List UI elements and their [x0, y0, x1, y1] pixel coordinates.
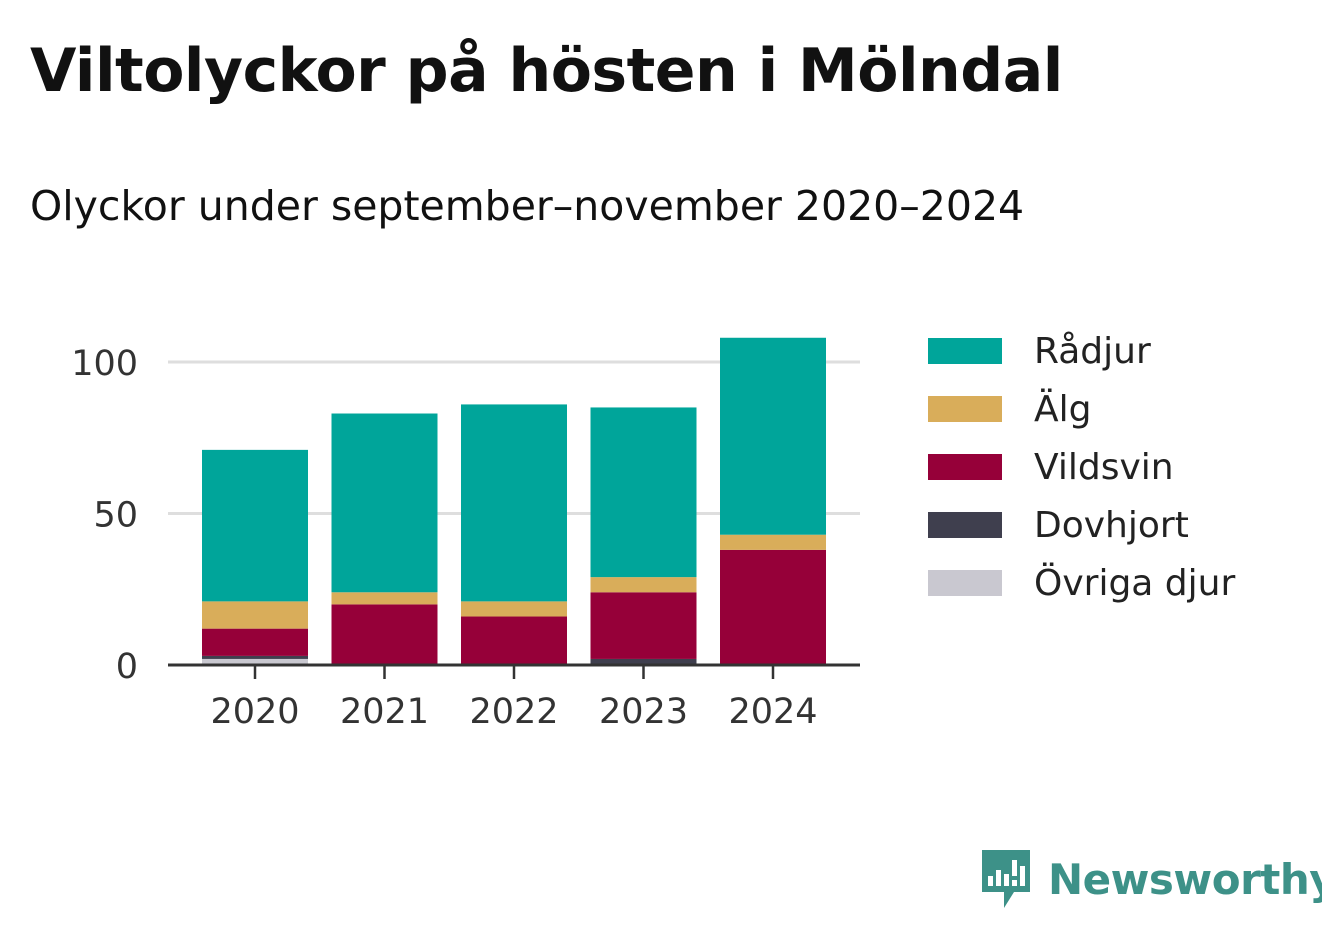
bar-2020-rådjur	[202, 449, 308, 602]
x-tick-label: 2021	[340, 692, 429, 732]
bar-2021-älg	[331, 592, 438, 605]
bar-2020-dovhjort	[202, 655, 308, 659]
legend-swatch	[928, 396, 1002, 422]
chart-subtitle: Olyckor under september–november 2020–20…	[30, 182, 1025, 230]
legend-item: Rådjur	[928, 322, 1235, 380]
legend-swatch	[928, 338, 1002, 364]
bar-2024-älg	[720, 534, 826, 550]
bar-2023-älg	[590, 577, 697, 593]
legend-label: Vildsvin	[1034, 446, 1174, 488]
bar-2021-vildsvin	[331, 604, 438, 665]
legend: Rådjur Älg Vildsvin Dovhjort Övriga djur	[928, 322, 1235, 612]
bar-2022-rådjur	[461, 404, 567, 602]
legend-item: Älg	[928, 380, 1235, 438]
legend-swatch	[928, 512, 1002, 538]
bar-2024-rådjur	[720, 337, 826, 535]
bar-2024-vildsvin	[720, 549, 826, 665]
brand-name: Newsworthy	[1048, 854, 1322, 904]
chart-title: Viltolyckor på hösten i Mölndal	[30, 36, 1063, 106]
bar-2020-vildsvin	[202, 628, 308, 656]
axes: 0 50 100 2020 2021 2022 2023 2024	[71, 344, 860, 732]
y-tick-label: 100	[71, 344, 138, 384]
newsworthy-logo-icon	[982, 850, 1030, 908]
newsworthy-logo: Newsworthy	[980, 848, 1322, 910]
legend-item: Dovhjort	[928, 496, 1235, 554]
bars	[202, 337, 826, 665]
x-tick-label: 2023	[599, 692, 688, 732]
bar-2023-rådjur	[590, 407, 697, 578]
legend-label: Övriga djur	[1034, 562, 1236, 604]
legend-label: Rådjur	[1034, 330, 1151, 372]
y-tick-label: 0	[116, 647, 138, 687]
bar-2022-vildsvin	[461, 616, 567, 665]
legend-item: Övriga djur	[928, 554, 1235, 612]
x-tick-label: 2020	[210, 692, 299, 732]
legend-label: Dovhjort	[1034, 504, 1189, 546]
bar-2021-rådjur	[331, 413, 438, 593]
legend-swatch	[928, 570, 1002, 596]
bar-2020-älg	[202, 601, 308, 629]
bar-2023-vildsvin	[590, 592, 697, 659]
bar-2022-älg	[461, 601, 567, 617]
y-tick-label: 50	[93, 496, 138, 536]
x-tick-label: 2024	[728, 692, 817, 732]
legend-swatch	[928, 454, 1002, 480]
legend-label: Älg	[1034, 388, 1092, 430]
bar-2020-övriga-djur	[202, 658, 308, 665]
legend-item: Vildsvin	[928, 438, 1235, 496]
bar-2023-dovhjort	[590, 658, 697, 665]
x-tick-label: 2022	[469, 692, 558, 732]
